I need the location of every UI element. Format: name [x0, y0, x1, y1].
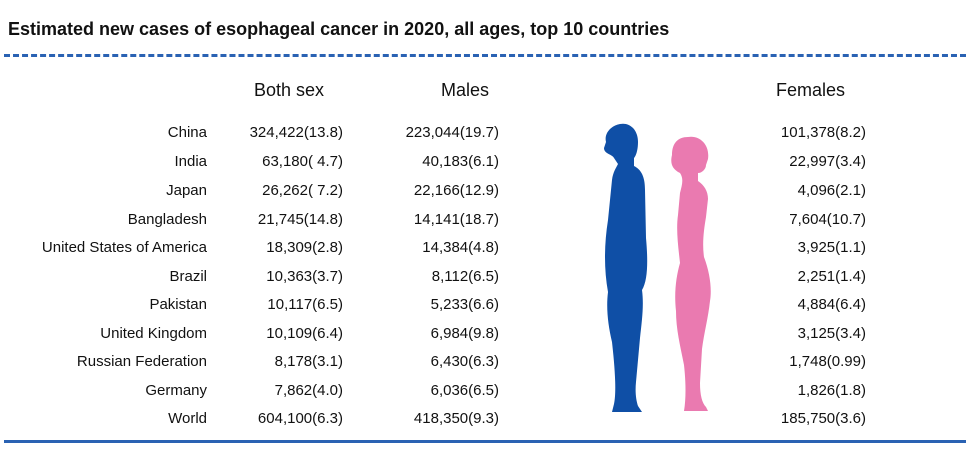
country-cell: Germany — [145, 382, 207, 399]
males-cell: 6,984(9.8) — [430, 325, 499, 342]
males-cell: 6,036(6.5) — [430, 382, 499, 399]
country-cell: Pakistan — [149, 296, 207, 313]
bottom-divider — [4, 440, 966, 443]
females-cell: 7,604(10.7) — [789, 211, 866, 228]
dashed-divider — [4, 54, 966, 57]
table-row: Pakistan 10,117(6.5) 5,233(6.6) 4,884(6.4) — [0, 296, 975, 324]
females-cell: 185,750(3.6) — [780, 410, 866, 427]
country-cell: World — [168, 410, 207, 427]
country-cell: China — [167, 124, 207, 141]
header-females: Females — [776, 80, 846, 100]
table-row: Russian Federation 8,178(3.1) 6,430(6.3) 1,… — [0, 353, 975, 381]
females-cell: 4,096(2.1) — [797, 182, 866, 199]
males-cell: 6,430(6.3) — [430, 353, 499, 370]
females-cell: 1,748(0.99) — [789, 353, 866, 370]
females-cell: 4,884(6.4) — [797, 296, 866, 313]
country-cell: United States of America — [41, 239, 207, 256]
page-title: Estimated new cases of esophageal cancer… — [8, 19, 670, 39]
males-cell: 5,233(6.6) — [430, 296, 499, 313]
table-row: Brazil 10,363(3.7) 8,112(6.5) 2,251(1.4) — [0, 268, 975, 296]
males-cell: 8,112(6.5) — [431, 268, 499, 285]
males-cell: 223,044(19.7) — [405, 124, 499, 141]
males-cell: 418,350(9.3) — [413, 410, 499, 427]
females-cell: 3,925(1.1) — [797, 239, 866, 256]
female-silhouette-icon — [671, 136, 711, 411]
country-cell: United Kingdom — [100, 325, 207, 342]
females-cell: 2,251(1.4) — [797, 268, 866, 285]
table-row: China 324,422(13.8) 223,044(19.7) 101,378(8… — [0, 124, 975, 152]
table-row: United Kingdom 10,109(6.4) 6,984(9.8) 3,125… — [0, 325, 975, 353]
both-sex-cell: 324,422(13.8) — [249, 124, 343, 141]
table-row: United States of America 18,309(2.8) 14,38… — [0, 239, 975, 267]
table-row: Japan 26,262( 7.2) 22,166(12.9) 4,096(2.1) — [0, 182, 975, 210]
both-sex-cell: 10,117(6.5) — [267, 296, 343, 313]
both-sex-cell: 26,262( 7.2) — [262, 182, 343, 199]
both-sex-cell: 10,363(3.7) — [266, 268, 343, 285]
country-cell: Russian Federation — [76, 353, 207, 370]
table-row: India 63,180( 4.7) 40,183(6.1) 22,997(3.4) — [0, 153, 975, 181]
country-cell: Brazil — [169, 268, 207, 285]
both-sex-cell: 63,180( 4.7) — [262, 153, 343, 170]
header-males: Males — [441, 80, 490, 100]
header-both-sex: Both sex — [254, 80, 325, 100]
country-cell: Bangladesh — [127, 211, 207, 228]
females-cell: 1,826(1.8) — [797, 382, 866, 399]
table-row: World 604,100(6.3) 418,350(9.3) 185,750(3.6… — [0, 410, 975, 438]
both-sex-cell: 21,745(14.8) — [257, 211, 343, 228]
males-cell: 14,384(4.8) — [422, 239, 499, 256]
females-cell: 101,378(8.2) — [780, 124, 866, 141]
male-silhouette-icon — [604, 123, 648, 412]
females-cell: 3,125(3.4) — [797, 325, 866, 342]
country-cell: India — [174, 153, 207, 170]
males-cell: 40,183(6.1) — [422, 153, 499, 170]
both-sex-cell: 18,309(2.8) — [266, 239, 343, 256]
country-cell: Japan — [166, 182, 207, 199]
both-sex-cell: 8,178(3.1) — [274, 353, 343, 370]
males-cell: 22,166(12.9) — [413, 182, 499, 199]
both-sex-cell: 7,862(4.0) — [274, 382, 343, 399]
both-sex-cell: 604,100(6.3) — [257, 410, 343, 427]
females-cell: 22,997(3.4) — [789, 153, 866, 170]
both-sex-cell: 10,109(6.4) — [266, 325, 343, 342]
males-cell: 14,141(18.7) — [413, 211, 499, 228]
table-row: Germany 7,862(4.0) 6,036(6.5) 1,826(1.8) — [0, 382, 975, 410]
table-row: Bangladesh 21,745(14.8) 14,141(18.7) 7,604(… — [0, 211, 975, 239]
